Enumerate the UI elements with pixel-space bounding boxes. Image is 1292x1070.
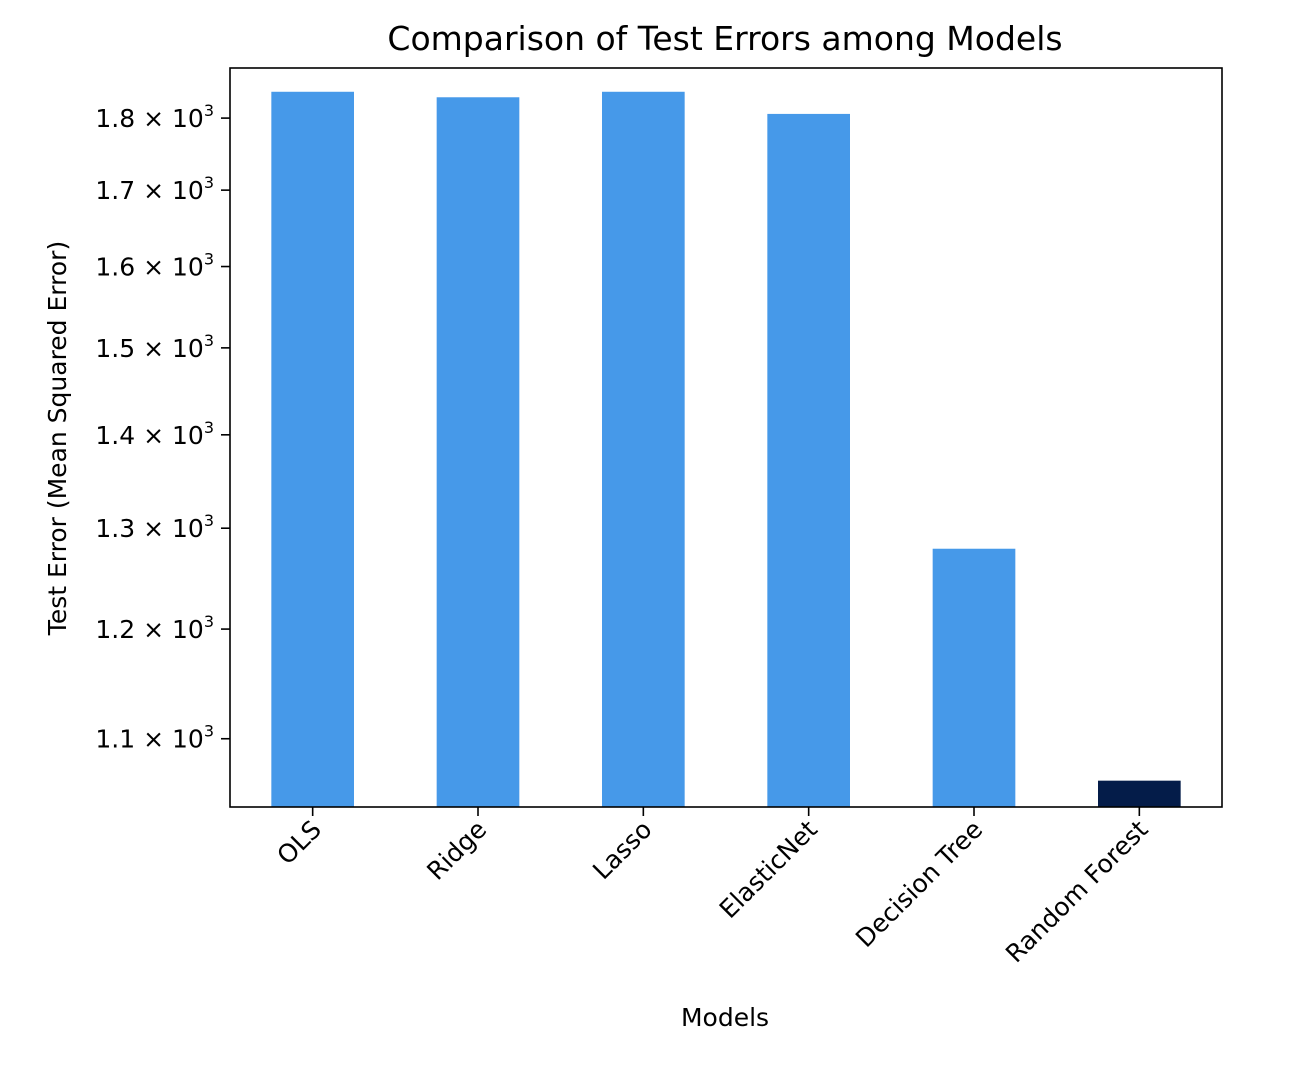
y-tick-label: 1.1 × 103	[95, 722, 214, 754]
y-axis-ticks: 1.1 × 103 1.2 × 103 1.3 × 103 1.4 × 103 1.5 …	[95, 101, 230, 754]
y-tick-label: 1.3 × 103	[95, 511, 214, 543]
x-axis-label: Models	[681, 1003, 769, 1032]
bar-lasso	[602, 91, 685, 807]
y-tick-label: 1.8 × 103	[95, 101, 214, 133]
y-tick-label: 1.5 × 103	[95, 331, 214, 363]
bar-ridge	[436, 97, 520, 808]
bar-ols	[271, 91, 354, 807]
x-tick-label: Ridge	[421, 815, 492, 886]
bar-decision-tree	[932, 548, 1016, 807]
y-tick-label: 1.6 × 103	[95, 250, 214, 282]
bar-elasticnet	[767, 113, 850, 807]
y-axis-label: Test Error (Mean Squared Error)	[43, 241, 72, 636]
x-tick-label: OLS	[271, 815, 326, 870]
x-axis-ticks: OLS Ridge Lasso ElasticNet Decision Tree Rand…	[271, 807, 1154, 969]
y-tick-label: 1.7 × 103	[95, 173, 214, 205]
x-tick-label: ElasticNet	[714, 815, 823, 924]
chart-title: Comparison of Test Errors among Models	[387, 19, 1062, 58]
y-tick-label: 1.2 × 103	[95, 612, 214, 644]
plot-frame	[229, 67, 1223, 808]
bar-random-forest	[1098, 780, 1181, 807]
bars-group	[271, 91, 1181, 808]
x-tick-label: Decision Tree	[850, 815, 988, 953]
x-tick-label: Lasso	[587, 815, 657, 885]
y-tick-label: 1.4 × 103	[95, 418, 214, 450]
x-tick-label: Random Forest	[1000, 815, 1154, 969]
